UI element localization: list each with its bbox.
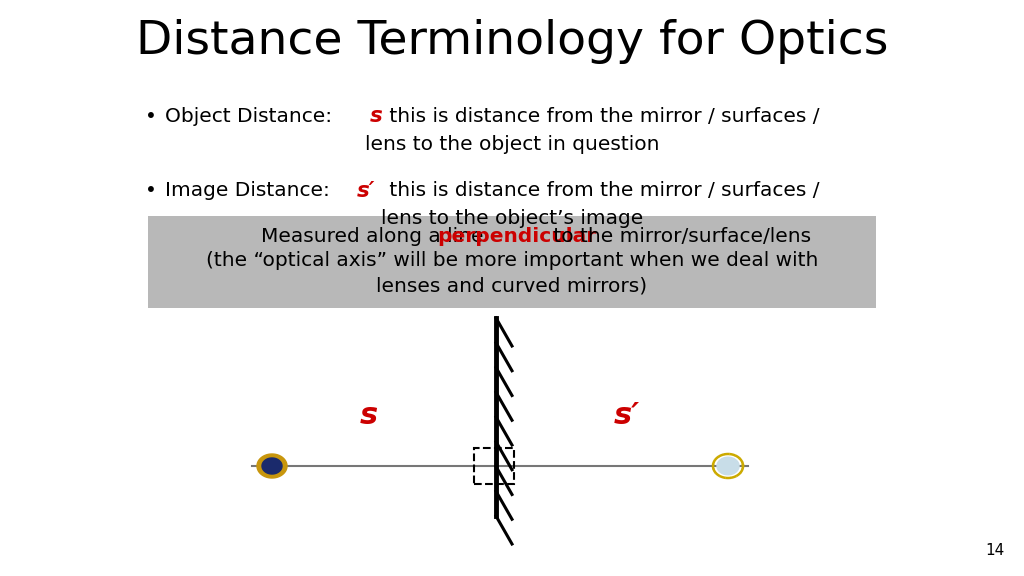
Polygon shape [257, 454, 287, 478]
FancyBboxPatch shape [148, 216, 876, 308]
Text: 14: 14 [986, 543, 1005, 558]
Text: s: s [360, 401, 378, 430]
Text: Object Distance:: Object Distance: [165, 107, 339, 126]
Text: lens to the object in question: lens to the object in question [365, 135, 659, 153]
Text: lenses and curved mirrors): lenses and curved mirrors) [377, 276, 647, 295]
Text: Image Distance:: Image Distance: [165, 181, 336, 200]
Text: (the “optical axis” will be more important when we deal with: (the “optical axis” will be more importa… [206, 252, 818, 271]
Text: to the mirror/surface/lens: to the mirror/surface/lens [547, 226, 811, 245]
Text: •: • [145, 181, 157, 200]
Text: •: • [145, 107, 157, 126]
Text: this is distance from the mirror / surfaces /: this is distance from the mirror / surfa… [383, 107, 819, 126]
Text: lens to the object’s image: lens to the object’s image [381, 210, 643, 229]
Text: this is distance from the mirror / surfaces /: this is distance from the mirror / surfa… [383, 181, 819, 200]
Text: Measured along a line: Measured along a line [261, 226, 490, 245]
Text: s′: s′ [357, 181, 376, 201]
Polygon shape [717, 457, 739, 475]
Text: s′: s′ [614, 401, 640, 430]
Text: perpendicular: perpendicular [437, 226, 597, 245]
Text: Distance Terminology for Optics: Distance Terminology for Optics [136, 18, 888, 63]
Polygon shape [262, 458, 282, 474]
Text: s: s [370, 106, 383, 126]
